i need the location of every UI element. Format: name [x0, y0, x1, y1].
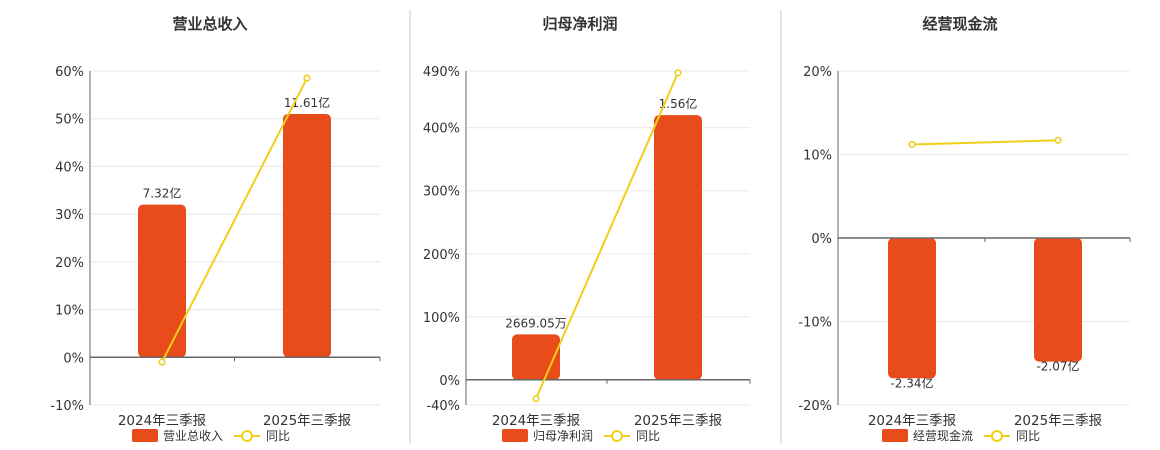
bar-data-label: 1.56亿: [659, 96, 698, 111]
chart-title: 归母净利润: [542, 15, 617, 33]
y-tick-label: 30%: [55, 208, 84, 223]
bar: [512, 334, 560, 380]
legend-line-marker: [991, 430, 1003, 442]
yoy-point: [674, 69, 682, 77]
bar-data-label: 11.61亿: [284, 95, 330, 110]
legend-bar-swatch: [132, 429, 158, 442]
yoy-point: [303, 74, 311, 82]
bar: [888, 238, 936, 379]
x-category-label: 2025年三季报: [263, 413, 351, 429]
y-tick-label: 40%: [55, 160, 84, 175]
x-category-label: 2025年三季报: [634, 413, 722, 429]
legend-bar-label: 归母净利润: [533, 429, 593, 443]
bar: [138, 204, 186, 358]
legend-line-label: 同比: [266, 429, 290, 443]
bar-data-label: -2.07亿: [1036, 359, 1079, 374]
bar-data-label: -2.34亿: [890, 375, 933, 390]
y-tick-label: 20%: [55, 256, 84, 271]
y-tick-label: -20%: [798, 399, 832, 414]
y-tick-label: -10%: [50, 399, 84, 414]
y-tick-label: -40%: [426, 399, 460, 414]
yoy-line: [535, 72, 679, 400]
yoy-point: [1054, 136, 1062, 144]
bar: [1034, 238, 1082, 362]
y-tick-label: 20%: [803, 65, 832, 80]
legend-line-marker: [611, 430, 623, 442]
legend-line-label: 同比: [636, 429, 660, 443]
x-category-label: 2025年三季报: [1014, 413, 1102, 429]
yoy-point: [158, 358, 166, 366]
chart-panel-2: 归母净利润 -40% 0% 100% 200% 300% 400% 490% 2669.05万 1…: [423, 15, 751, 443]
legend-bar-label: 经营现金流: [913, 428, 973, 443]
legend-line-label: 同比: [1016, 429, 1040, 443]
x-category-label: 2024年三季报: [492, 413, 580, 429]
y-tick-label: 490%: [423, 65, 460, 80]
y-tick-label: 0%: [439, 374, 460, 389]
bar-data-label: 2669.05万: [505, 316, 567, 330]
bar: [654, 115, 702, 380]
chart-title: 经营现金流: [922, 15, 997, 33]
x-category-label: 2024年三季报: [868, 413, 956, 429]
y-tick-label: 60%: [55, 65, 84, 80]
y-tick-label: 50%: [55, 113, 84, 128]
legend-bar-swatch: [502, 429, 528, 442]
x-category-label: 2024年三季报: [118, 413, 206, 429]
yoy-line: [161, 77, 308, 363]
legend-bar-label: 营业总收入: [163, 429, 223, 443]
yoy-point: [532, 395, 540, 403]
bar: [283, 113, 331, 358]
y-tick-label: 200%: [423, 248, 460, 263]
legend-line-marker: [241, 430, 253, 442]
y-tick-label: 10%: [803, 149, 832, 164]
y-tick-label: 10%: [55, 304, 84, 319]
y-tick-label: 100%: [423, 311, 460, 326]
yoy-point: [908, 140, 916, 149]
chart-title: 营业总收入: [172, 15, 247, 33]
legend-bar-swatch: [882, 429, 908, 442]
y-tick-label: 400%: [423, 122, 460, 137]
chart-panel-3: 经营现金流 -20% -10% 0% 10% 20% -2.34亿 -2.07亿 2024年三季…: [798, 15, 1131, 443]
bar-data-label: 7.32亿: [143, 186, 182, 201]
chart-panel-1: 营业总收入 -10% 0% 10% 20% 30% 40% 50% 60% 7.32亿 11.61亿…: [50, 15, 381, 443]
y-tick-label: -10%: [798, 316, 832, 331]
yoy-line: [911, 139, 1059, 146]
y-tick-label: 300%: [423, 185, 460, 200]
y-tick-label: 0%: [811, 232, 832, 247]
y-tick-label: 0%: [63, 351, 84, 366]
